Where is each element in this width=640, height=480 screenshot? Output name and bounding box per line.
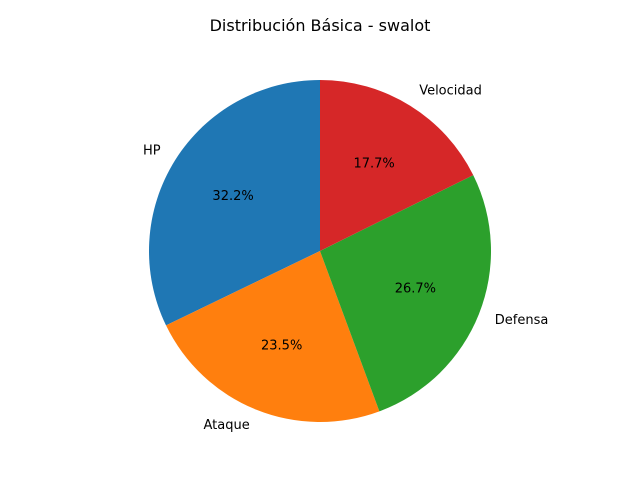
chart-title: Distribución Básica - swalot [210,16,431,35]
slice-label-ataque: Ataque [204,418,250,433]
pie-slices [148,80,491,422]
pct-label-defensa: 26.7% [395,281,436,296]
pct-label-velocidad: 17.7% [353,156,394,171]
slice-label-hp: HP [143,144,161,159]
slice-label-velocidad: Velocidad [419,84,482,99]
pie-slice-hp [148,80,320,326]
pie-slice-ataque [166,251,380,422]
pie-slice-defensa [320,175,491,412]
slice-label-defensa: Defensa [495,313,549,328]
pct-label-ataque: 23.5% [261,339,302,354]
pct-label-hp: 32.2% [212,189,253,204]
pie-labels: HP 32.2% Ataque 23.5% Defensa 26.7% Velocidad 1… [143,84,548,433]
pie-slice-velocidad [320,80,474,251]
